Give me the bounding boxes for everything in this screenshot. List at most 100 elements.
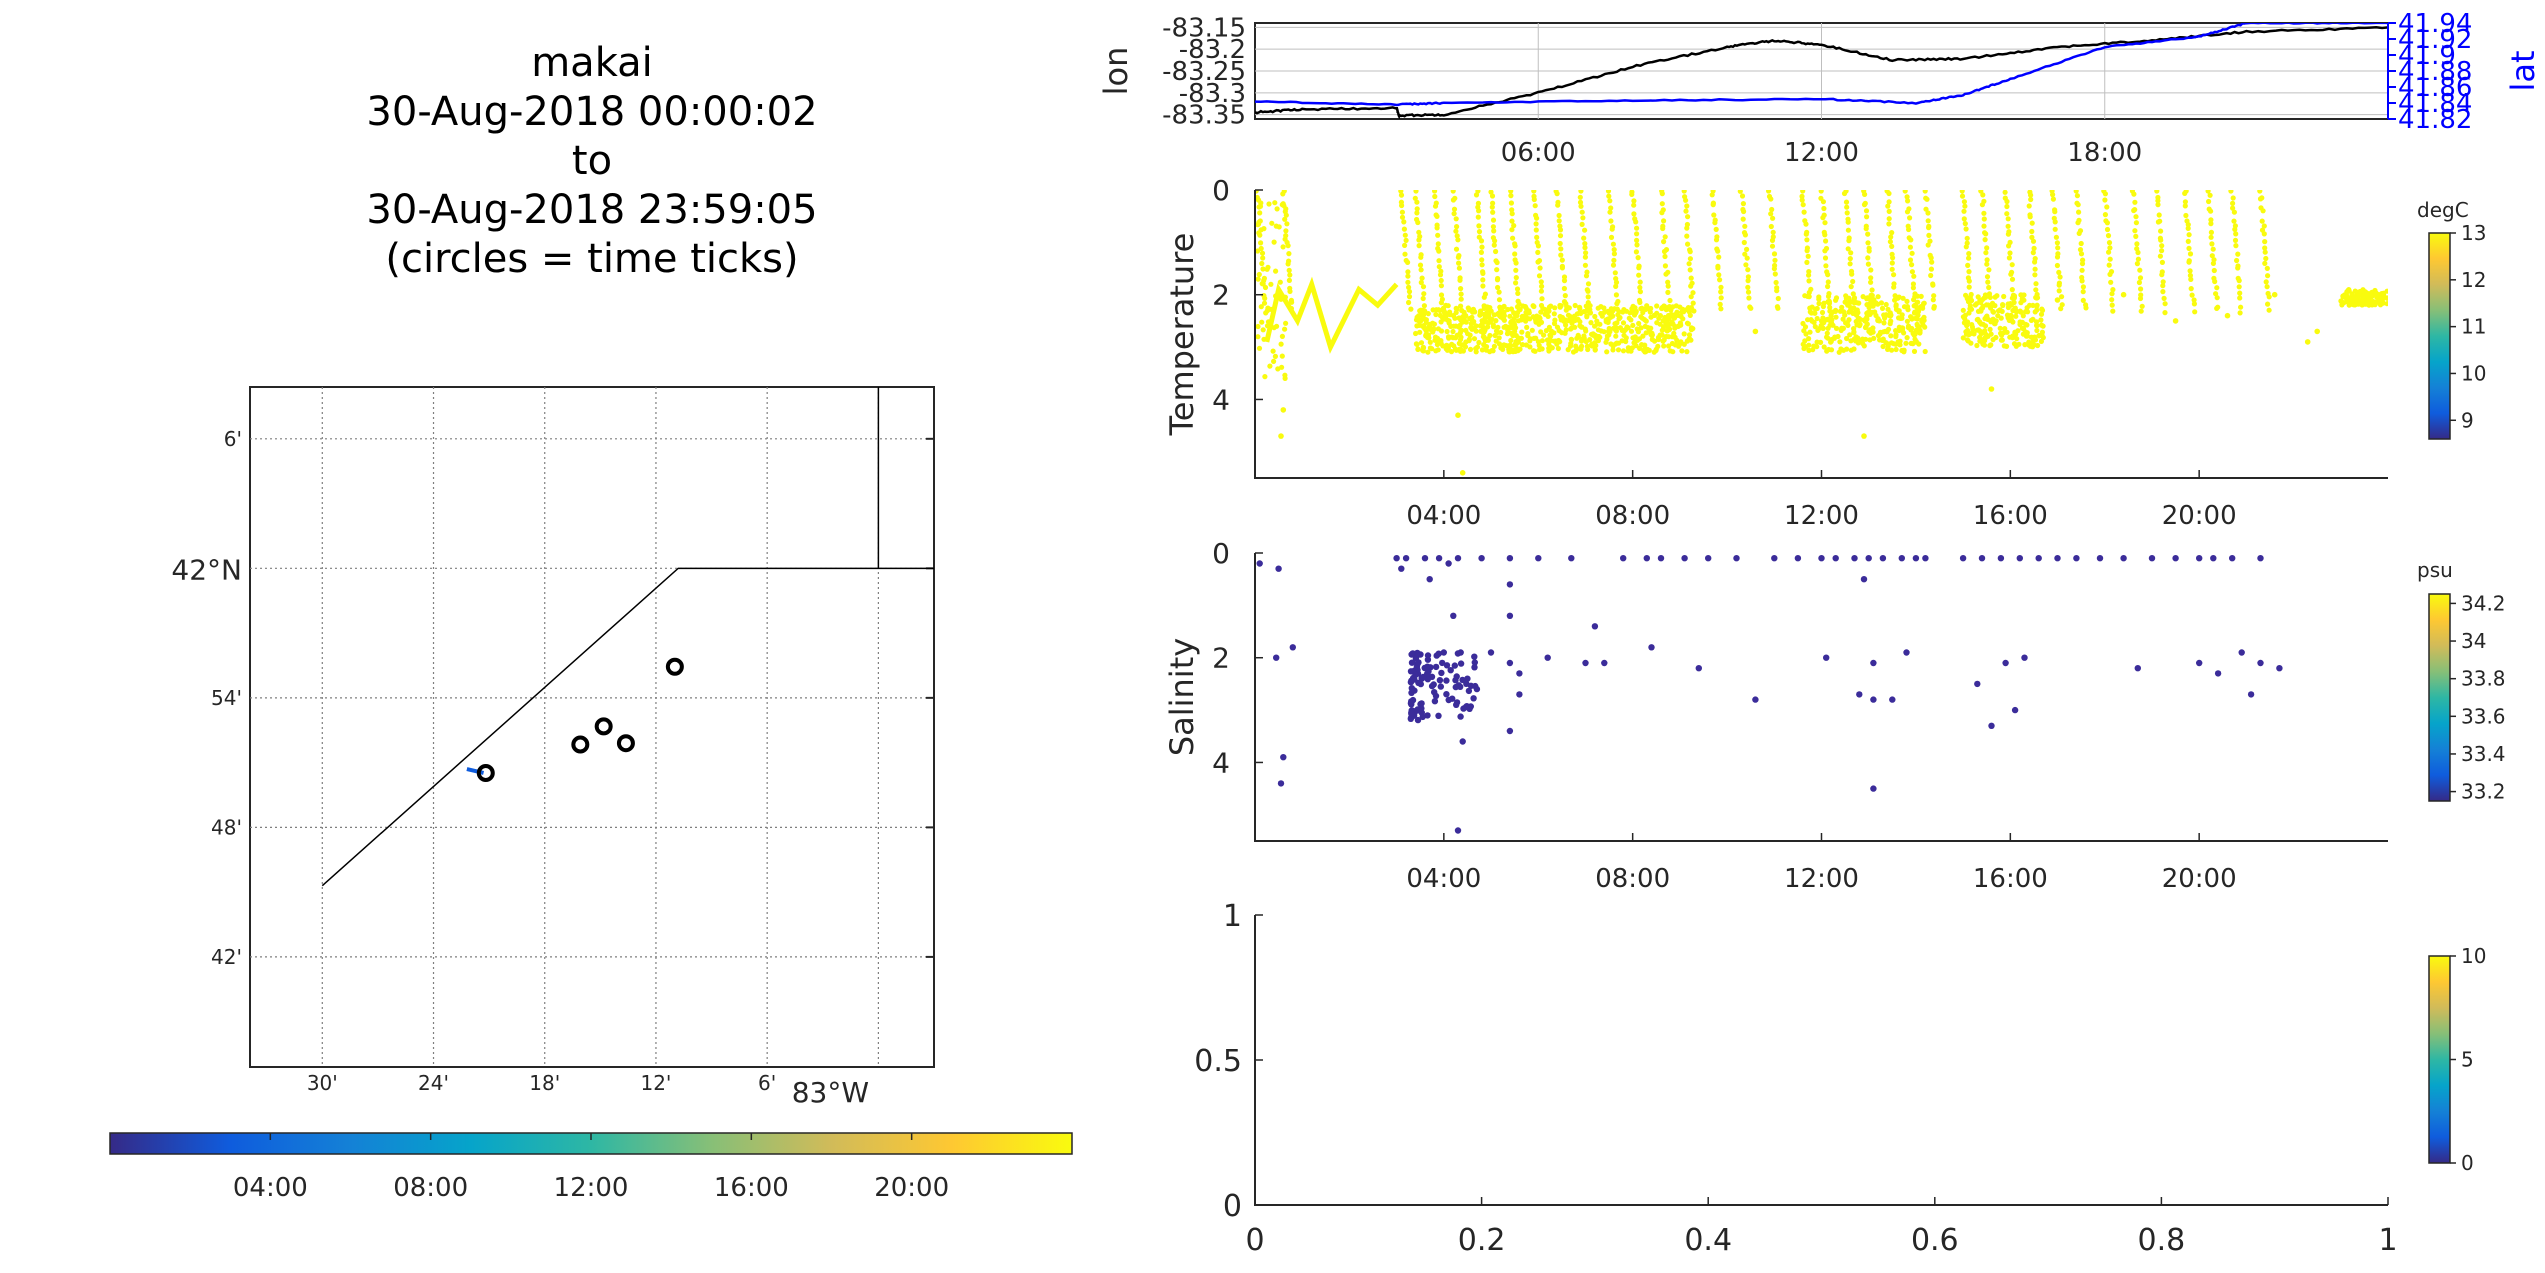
temperature-dot (1578, 203, 1584, 209)
temperature-dot (2261, 231, 2267, 237)
temperature-dot (2138, 308, 2144, 314)
temperature-dot (1985, 279, 1991, 285)
temperature-dot (1865, 231, 1871, 237)
temperature-dot (1287, 288, 1293, 294)
temperature-dot (1613, 292, 1619, 298)
temperature-dot (1844, 335, 1850, 342)
temperature-dot (1415, 346, 1421, 352)
temperature-dot (1862, 324, 1869, 331)
temperature-dot (1812, 324, 1818, 330)
temperature-dot (1620, 348, 1627, 354)
colorbar-tick-label: 10 (2461, 361, 2486, 385)
temperature-dot (1455, 254, 1461, 260)
salinity-dot (1771, 555, 1778, 562)
temperature-dot (1988, 342, 1994, 348)
temperature-dot (2133, 220, 2139, 226)
temperature-dot (1569, 320, 1575, 326)
temperature-dot (1911, 273, 1917, 279)
temperature-dot (2057, 274, 2063, 280)
salinity-dot (1431, 698, 1439, 705)
temperature-dot (1413, 341, 1419, 347)
salinity-dot (1449, 695, 1456, 702)
temperature-dot (1269, 220, 1275, 226)
temperature-dot (1479, 318, 1485, 324)
salinity-dot (1431, 689, 1438, 696)
map-lat-tick-label: 54' (211, 686, 242, 710)
temperature-dot (2080, 297, 2086, 303)
temperature-dot (1563, 327, 1569, 333)
salinity-dot (1643, 555, 1651, 562)
temperature-dot (1601, 309, 1607, 315)
salinity-axis-label: Salinity (1163, 638, 1201, 756)
temperature-dot (1651, 312, 1657, 318)
temperature-dot (1752, 328, 1759, 335)
temperature-dot (2104, 204, 2110, 210)
temperature-dot (1548, 333, 1554, 339)
temperature-dot (1657, 332, 1663, 338)
temperature-dot (1875, 317, 1881, 324)
temperature-dot (1414, 210, 1420, 216)
temperature-dot (1494, 267, 1500, 273)
salinity-dot (1459, 738, 1466, 745)
temperature-dot (1661, 218, 1667, 224)
temperature-dot (2076, 209, 2082, 215)
temperature-dot (1555, 345, 1561, 352)
temperature-dot (1510, 235, 1516, 241)
temperature-dot (1531, 335, 1537, 341)
temperature-dot (1666, 304, 1673, 310)
temperature-dot (1717, 301, 1723, 307)
temperature-dot (1745, 267, 1751, 273)
temperature-dot (1741, 208, 1747, 215)
temperature-dot (2110, 308, 2116, 314)
temperature-dot (1466, 336, 1472, 342)
temperature-dot (2210, 246, 2216, 252)
temperature-dot (1659, 210, 1665, 216)
temperature-dot (2056, 288, 2062, 294)
temperature-dot (2022, 342, 2028, 348)
temperature-dot (2214, 295, 2220, 301)
temperature-dot (1538, 329, 1544, 335)
temperature-dot (2079, 267, 2085, 273)
temperature-dot (2233, 231, 2239, 237)
temperature-dot (1456, 260, 1462, 266)
temperature-dot (2191, 301, 2197, 307)
temperature-dot (1910, 281, 1916, 287)
temperature-dot (2131, 207, 2137, 214)
temperature-dot (1519, 342, 1526, 348)
temperature-dot (2187, 268, 2193, 274)
temperature-dot (1825, 279, 1831, 285)
temperature-dot (2234, 257, 2240, 264)
colorbar-tick-label: 33.6 (2461, 704, 2506, 728)
temperature-dot (1496, 289, 1502, 295)
temperature-dot (1514, 304, 1521, 310)
temperature-dot (1537, 346, 1543, 353)
temperature-dot (2346, 301, 2352, 307)
temperature-dot (2039, 306, 2045, 312)
temperature-dot (1461, 309, 1467, 315)
temperature-dot (1909, 250, 1915, 256)
temperature-dot (1667, 348, 1673, 354)
temperature-dot (1711, 212, 1717, 218)
temperature-dot (2025, 309, 2031, 315)
temperature-dot (1276, 224, 1282, 230)
temperature-dot (1846, 317, 1852, 323)
temperature-dot (1909, 269, 1915, 275)
temperature-dot (1606, 325, 1612, 332)
temperature-dot (1538, 288, 1544, 294)
temperature-dot (1282, 326, 1288, 332)
temperature-dot (2231, 218, 2237, 224)
temperature-dot (2230, 195, 2236, 201)
temperature-dot (1690, 300, 1696, 306)
temperature-dot (1865, 255, 1871, 261)
temperature-dot (1438, 283, 1444, 289)
salinity-dot (2120, 555, 2127, 562)
temperature-dot (1847, 332, 1853, 338)
temperature-dot (1255, 323, 1261, 330)
temperature-dot (1833, 325, 1840, 331)
temperature-dot (1568, 326, 1574, 332)
coastline (321, 567, 934, 887)
lonlat-x-tick-label: 06:00 (1501, 138, 1576, 168)
temperature-dot (1718, 306, 1724, 312)
temperature-dot (1494, 277, 1501, 283)
temperature-dot (1597, 321, 1603, 327)
